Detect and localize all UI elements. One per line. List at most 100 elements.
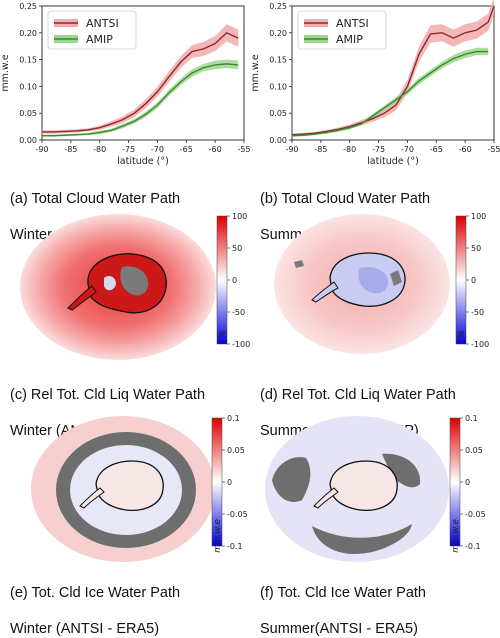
y-tick-label: 0.25 [19, 2, 37, 11]
series-0-band [42, 24, 239, 134]
x-tick-label: -90 [285, 145, 298, 154]
colorbar-tick-label: 50 [471, 244, 481, 253]
colorbar-tick-label: 100 [232, 212, 247, 221]
caption-e: (e) Tot. Cld Ice Water Path Winter (ANTS… [10, 566, 180, 638]
colorbar-tick-label: -0.1 [227, 542, 243, 551]
legend-label-antsi: ANTSI [86, 17, 119, 30]
y-tick-label: 0.00 [19, 136, 37, 145]
colorbar-tick-label: 0.05 [227, 446, 245, 455]
y-tick-label: 0.00 [269, 136, 287, 145]
y-tick-label: 0.20 [269, 29, 287, 38]
colorbar-tick-label: 0.1 [465, 414, 478, 423]
colorbar-f: 0.1 0.05 0 -0.05 -0.1 mm.w.e [449, 414, 486, 553]
map-c-interior-grey [120, 266, 149, 296]
x-tick-label: -75 [122, 145, 135, 154]
map-d-interior [358, 266, 389, 294]
y-tick-label: 0.15 [19, 56, 37, 65]
colorbar-tick-label: 0 [465, 478, 470, 487]
caption-f-line1: (f) Tot. Cld Ice Water Path [260, 585, 426, 601]
y-tick-label: 0.15 [269, 56, 287, 65]
series-1-line [42, 63, 239, 137]
y-tick-label: 0.10 [19, 82, 37, 91]
map-e-antarctica [95, 460, 164, 512]
colorbar-unit: % [218, 330, 228, 338]
x-tick-label: -70 [401, 145, 414, 154]
map-f-peninsula [313, 487, 339, 509]
x-axis-label: latitude (°) [117, 156, 169, 167]
x-tick-label: -55 [487, 145, 500, 154]
colorbar-tick-label: -50 [471, 308, 484, 317]
x-axis-label: latitude (°) [367, 156, 419, 167]
map-f-grey-south [312, 524, 412, 554]
map-f-grey-west [272, 457, 311, 502]
caption-a: (a) Total Cloud Water Path Winter [10, 172, 180, 244]
caption-a-line2: Winter [10, 227, 52, 243]
x-tick-label: -85 [314, 145, 327, 154]
colorbar-e: 0.1 0.05 0 -0.05 -0.1 mm.w.e [211, 414, 248, 553]
y-axis-label: mm.w.e [250, 54, 261, 91]
colorbar-tick-label: -0.1 [465, 542, 481, 551]
legend-label-antsi: ANTSI [336, 17, 369, 30]
y-tick-label: 0.25 [269, 2, 287, 11]
colorbar-bar [455, 215, 467, 345]
colorbar-tick-label: 0 [232, 276, 237, 285]
caption-e-line1: (e) Tot. Cld Ice Water Path [10, 585, 181, 601]
colorbar-tick-label: -50 [232, 308, 245, 317]
colorbar-tick-label: 0.05 [465, 446, 483, 455]
map-f-grey-east [382, 453, 421, 488]
colorbar-unit: % [457, 330, 467, 338]
caption-b-line1: (b) Total Cloud Water Path [260, 191, 431, 207]
x-tick-label: -65 [180, 145, 193, 154]
map-d-peninsula [311, 281, 339, 303]
x-tick-label: -85 [64, 145, 77, 154]
map-d-grey-patch-2 [294, 260, 304, 268]
colorbar-unit: mm.w.e [213, 519, 223, 553]
legend-label-amip: AMIP [86, 33, 113, 46]
caption-e-line2: Winter (ANTSI - ERA5) [10, 621, 160, 637]
map-e-ice-winter [31, 416, 215, 562]
caption-c-line1: (c) Rel Tot. Cld Liq Water Path [10, 387, 206, 403]
colorbar-c: 100 50 0 -50 -100% [216, 212, 250, 349]
series-0-line [42, 31, 239, 133]
colorbar-tick-label: -0.05 [465, 510, 486, 519]
caption-f-line2: Summer(ANTSI - ERA5) [260, 621, 418, 637]
map-f-ice-summer [265, 416, 449, 562]
y-axis-label: mm.w.e [0, 54, 11, 91]
map-c-liquid-winter [20, 214, 216, 360]
map-d-liquid-summer [274, 214, 450, 354]
x-tick-label: -70 [151, 145, 164, 154]
map-f-antarctica [329, 460, 398, 512]
colorbar-tick-label: -100 [471, 340, 489, 349]
x-tick-label: -80 [93, 145, 106, 154]
colorbar-tick-label: 0 [227, 478, 232, 487]
x-tick-label: -80 [343, 145, 356, 154]
y-tick-label: 0.10 [269, 82, 287, 91]
colorbar-tick-label: -100 [232, 340, 250, 349]
colorbar-tick-label: -0.05 [227, 510, 248, 519]
map-e-peninsula [79, 487, 105, 509]
x-tick-label: -60 [209, 145, 222, 154]
y-tick-label: 0.05 [269, 109, 287, 118]
line-chart-winter: -90 -85 -80 -75 -70 -65 -60 -55 0.00 0.05 0.10 0.15… [0, 2, 251, 167]
x-tick-label: -90 [35, 145, 48, 154]
x-tick-label: -55 [237, 145, 250, 154]
colorbar-unit: mm.w.e [451, 519, 461, 553]
map-c-ross-sector [104, 276, 116, 291]
caption-a-line1: (a) Total Cloud Water Path [10, 191, 181, 207]
plot-frame [41, 5, 245, 141]
series-1-line [291, 50, 489, 137]
y-tick-label: 0.20 [19, 29, 37, 38]
caption-d-line1: (d) Rel Tot. Cld Liq Water Path [260, 387, 456, 403]
map-c-peninsula [67, 285, 97, 311]
x-tick-label: -60 [459, 145, 472, 154]
plot-frame [291, 5, 495, 141]
colorbar-tick-label: 0 [471, 276, 476, 285]
map-d-grey-patch [390, 270, 402, 286]
colorbar-tick-label: 50 [232, 244, 242, 253]
legend-label-amip: AMIP [336, 33, 363, 46]
colorbar-d: 100 50 0 -50 -100% [455, 212, 489, 349]
series-0-line [291, 5, 495, 136]
colorbar-bar [216, 215, 228, 345]
line-chart-summer: -90 -85 -80 -75 -70 -65 -60 -55 0.00 0.05 0.10 0.15… [250, 0, 500, 167]
colorbar-tick-label: 100 [471, 212, 486, 221]
